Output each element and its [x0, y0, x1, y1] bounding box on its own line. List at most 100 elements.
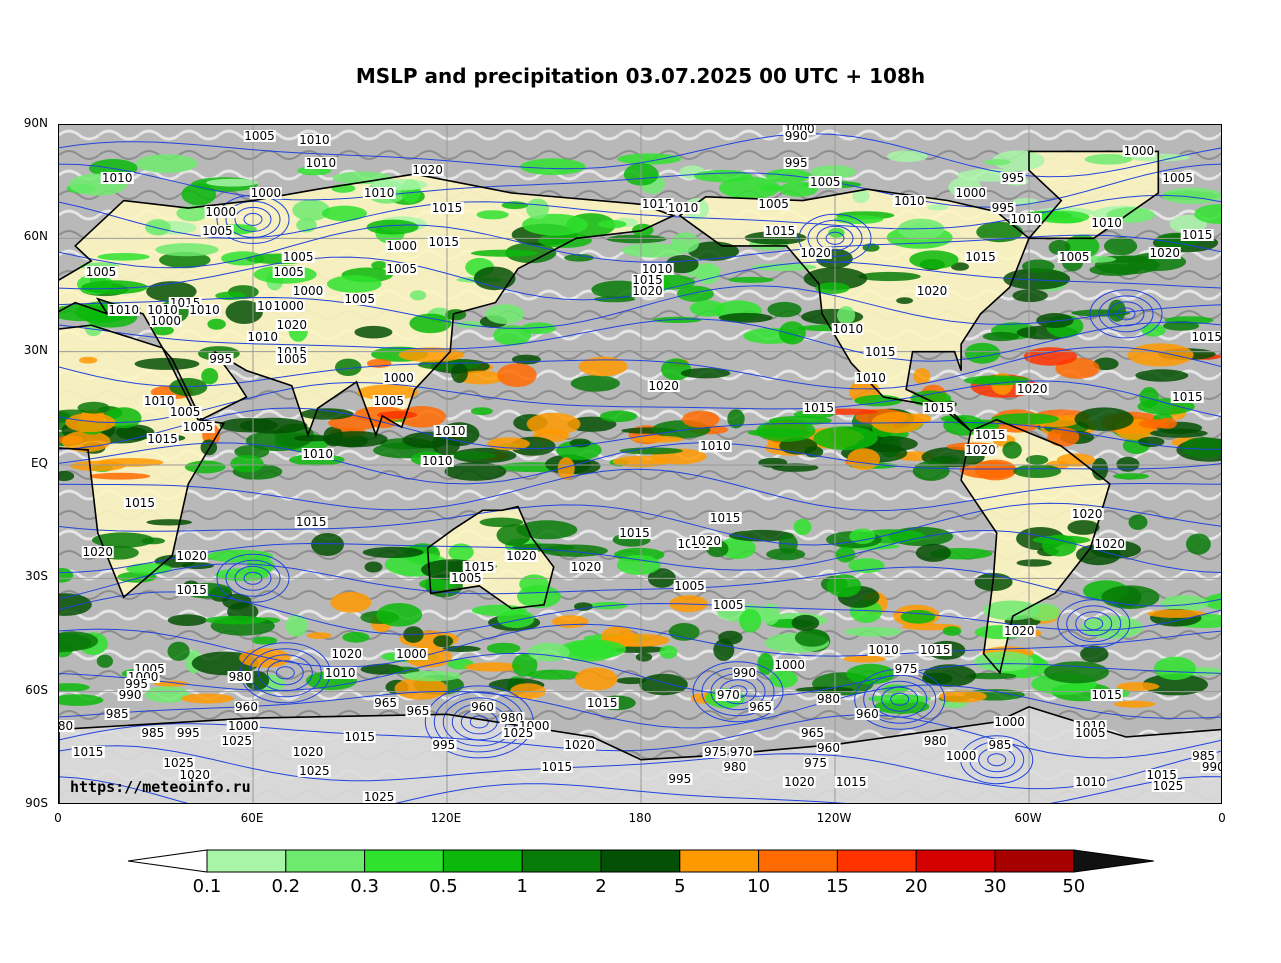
- isobar-value-label: 1010: [666, 201, 700, 216]
- precip-blob: [92, 532, 155, 548]
- isobar-value-label: 1005: [282, 250, 315, 265]
- colorbar-cell: [521, 849, 602, 873]
- precip-blob: [398, 347, 465, 363]
- precip-blob: [354, 325, 393, 339]
- isobar-value-label: 960: [816, 741, 841, 756]
- isobar-value-label: 1010: [893, 193, 926, 208]
- precip-blob: [976, 221, 1023, 243]
- precip-blob: [983, 159, 1011, 166]
- isobar-value-label: 1020: [175, 548, 208, 563]
- precip-blob: [558, 639, 617, 662]
- precip-blob: [951, 262, 969, 271]
- isobar-value-label: 1025: [298, 764, 331, 778]
- colorbar-level-label: 1: [516, 876, 528, 897]
- source-watermark: https://meteoinfo.ru: [70, 778, 251, 796]
- lon-tick-label: 60W: [1014, 811, 1042, 825]
- precip-blob: [167, 614, 207, 626]
- precip-blob: [739, 609, 762, 633]
- isobar-value-label: 1010: [433, 424, 467, 438]
- precip-blob: [207, 318, 226, 330]
- precip-blob: [939, 690, 987, 703]
- precip-blob: [1203, 593, 1221, 610]
- precip-blob: [81, 280, 148, 295]
- isobar-ring: [890, 692, 910, 706]
- precip-blob: [527, 669, 581, 680]
- precip-blob: [1025, 455, 1049, 465]
- precip-blob: [496, 524, 532, 546]
- isobar-value-label: 1025: [1151, 779, 1185, 794]
- isobar-value-label: 1025: [220, 733, 254, 748]
- coastline-africa: [59, 324, 226, 599]
- precip-blob: [632, 435, 684, 443]
- isobar-ring: [807, 219, 863, 257]
- precip-blob: [526, 198, 549, 220]
- precip-blob: [79, 356, 98, 364]
- colorbar-level-label: 2: [595, 876, 607, 897]
- precip-blob: [1186, 533, 1211, 555]
- precip-blob: [747, 428, 810, 438]
- precip-blob: [59, 683, 90, 692]
- precip-blob: [1194, 204, 1221, 224]
- precip-blob: [621, 243, 686, 258]
- precip-blob: [59, 470, 75, 482]
- precip-blob: [727, 409, 745, 429]
- precip-blob: [527, 642, 570, 662]
- isobar-value-label: 1000: [385, 238, 418, 253]
- precip-blob: [520, 158, 586, 175]
- precip-blob: [1128, 514, 1148, 530]
- lon-tick-label: 120W: [816, 811, 852, 825]
- colorbar-level-label: 0.5: [429, 876, 458, 897]
- isobar-value-label: 1000: [395, 646, 428, 661]
- isobar-value-label: 1015: [864, 344, 897, 359]
- isobar-ring: [234, 565, 272, 591]
- precip-blob: [225, 300, 263, 324]
- precip-blob: [457, 370, 505, 385]
- precip-blob: [394, 677, 448, 700]
- isobar-value-label: 1020: [411, 163, 444, 178]
- lat-tick-label: 90S: [25, 796, 48, 810]
- precip-blob: [397, 406, 447, 428]
- colorbar-level-label: 10: [747, 876, 771, 897]
- precip-blob: [470, 407, 493, 416]
- precip-blob: [77, 401, 110, 414]
- precip-blob: [598, 220, 627, 229]
- precip-blob: [144, 686, 190, 703]
- isobar-value-label: 1000: [382, 371, 415, 386]
- lon-tick-label: 180: [628, 811, 652, 825]
- isobar-value-label: 1005: [385, 261, 418, 276]
- precip-blob: [464, 662, 522, 672]
- isobar-value-label: 1005: [84, 265, 118, 280]
- isobar-value-label: 1005: [168, 405, 202, 420]
- precip-blob: [497, 363, 537, 387]
- precip-blob: [330, 591, 372, 613]
- isobar-line: [59, 442, 1221, 485]
- precip-blob: [311, 533, 344, 556]
- isobar-value-label: 1020: [1003, 624, 1036, 639]
- precip-blob: [1160, 595, 1209, 612]
- isobar-line: [59, 468, 1221, 512]
- isobar-ring: [692, 661, 784, 723]
- isobar-ring: [225, 559, 281, 597]
- map-panel: 1005 1010 1010 1010 1000 1000 1005 1020 1010 1015…: [58, 124, 1222, 804]
- precip-blob: [635, 652, 653, 662]
- landmass-antarctica: [59, 706, 1221, 803]
- precip-blob: [1021, 259, 1055, 274]
- precip-blob: [696, 262, 720, 285]
- isobar-value-label: 960: [854, 707, 880, 722]
- isobar-value-label: 1015: [427, 235, 461, 250]
- isobar-value-label: 1015: [463, 560, 496, 574]
- precip-blob: [966, 672, 1017, 680]
- isobar-value-label: 990: [117, 688, 143, 703]
- isobar-ring: [257, 654, 313, 692]
- precip-blob: [574, 667, 618, 691]
- lat-tick-label: 30N: [23, 342, 48, 357]
- isobar-value-label: 1020: [178, 767, 212, 782]
- isobar-value-label: 1005: [450, 571, 483, 586]
- precip-blob: [538, 232, 592, 248]
- isobar-value-label: 1005: [1058, 250, 1091, 265]
- precip-blob: [1163, 321, 1200, 331]
- isobar-value-label: 1015: [834, 775, 868, 790]
- isobar-value-label: 1005: [201, 223, 234, 238]
- precip-blob: [332, 171, 392, 185]
- lat-tick-label: 90N: [23, 116, 48, 130]
